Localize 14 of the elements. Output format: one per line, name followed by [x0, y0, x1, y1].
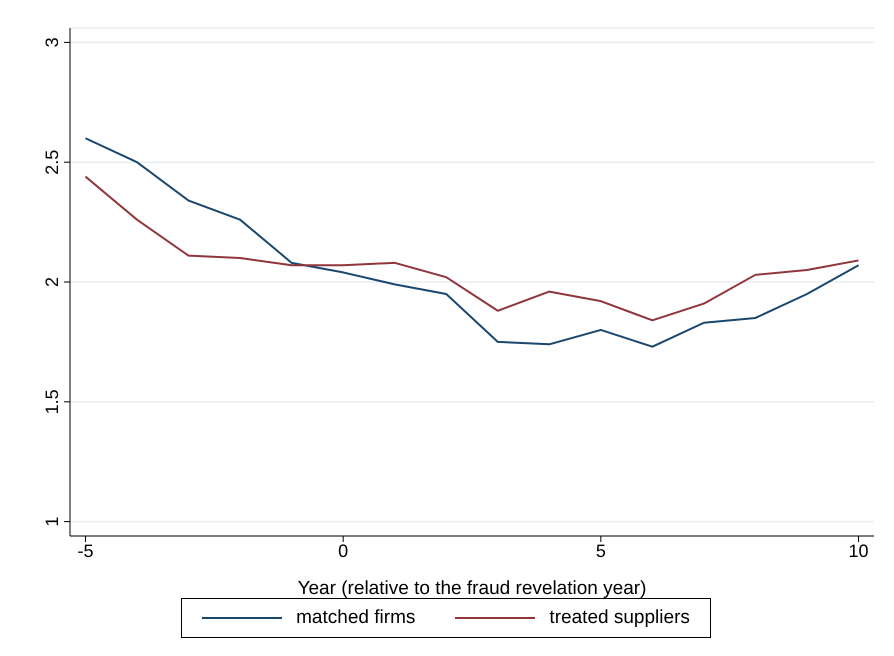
x-tick-label: 0: [338, 540, 348, 561]
line-series: [84, 176, 860, 322]
x-tick-label: 10: [848, 540, 869, 561]
line-series: [84, 137, 860, 348]
x-axis-title: Year (relative to the fraud revelation year): [298, 578, 646, 599]
legend-label: matched firms: [296, 607, 416, 629]
x-tick-label: -5: [77, 540, 94, 561]
x-tick-label: 5: [596, 540, 606, 561]
y-tick-label: 3: [42, 37, 62, 48]
y-tick-label: 2: [42, 276, 62, 288]
y-tick-label: 1.5: [42, 389, 62, 414]
y-tick-label: 2.5: [42, 150, 62, 175]
legend-label: treated suppliers: [549, 607, 690, 629]
y-tick-label: 1: [42, 516, 62, 527]
